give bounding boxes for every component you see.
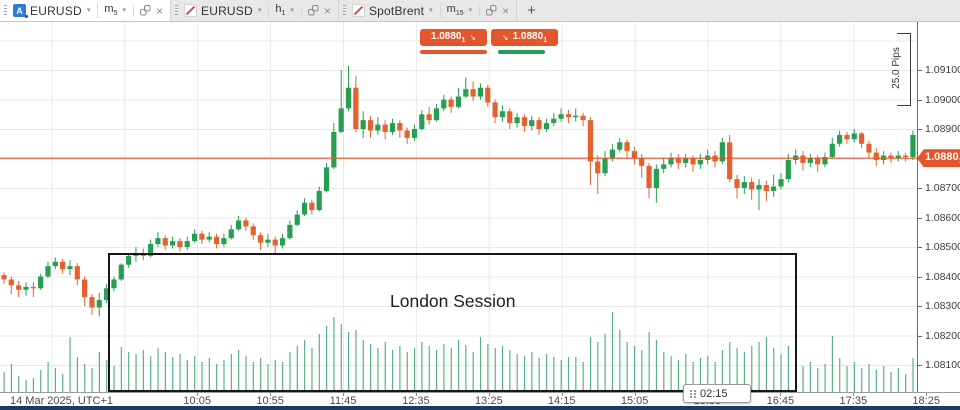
price-axis-tick	[918, 276, 922, 278]
time-axis-label: 15:05	[620, 395, 649, 407]
bottom-panel-edge	[0, 406, 960, 410]
symbol-dropdown-caret-icon[interactable]: ▾	[86, 7, 91, 14]
timeframe-dropdown-caret-icon[interactable]: ▾	[468, 7, 473, 14]
chart-tab-spotbrent[interactable]: SpotBrent ▾ m15 ▾ ×	[338, 0, 518, 21]
current-price-tag: 1.08801	[917, 149, 960, 168]
price-axis-label: 1.09100	[925, 64, 960, 76]
time-axis-label: 13:25	[475, 395, 503, 407]
sell-underline	[420, 50, 487, 54]
price-axis-tick	[918, 217, 922, 219]
time-axis-tick	[634, 393, 636, 396]
price-axis-label: 1.08700	[925, 182, 960, 194]
price-axis-label: 1.09000	[925, 93, 960, 106]
time-axis-tick	[488, 393, 490, 396]
time-axis-tick	[270, 393, 272, 396]
pips-range-bracket	[897, 33, 911, 106]
date-utc-label: 14 Mar 2025, UTC+1	[10, 395, 114, 407]
link-chart-icon[interactable]	[139, 5, 151, 16]
sell-button[interactable]: 1.08801 ↘	[420, 29, 487, 46]
symbol-dropdown-caret-icon[interactable]: ▾	[429, 7, 433, 14]
close-tab-icon[interactable]: ×	[155, 3, 163, 18]
time-axis-label: 10:55	[256, 395, 284, 407]
time-axis-tick	[926, 393, 928, 396]
time-axis-tick	[343, 393, 344, 396]
price-axis-tick	[918, 306, 922, 307]
close-tab-icon[interactable]: ×	[502, 3, 510, 18]
buy-underline	[498, 50, 545, 54]
buy-button[interactable]: ↘ 1.08801	[491, 29, 558, 46]
symbol-logo-icon: A	[13, 4, 28, 18]
price-axis-label: 1.08600	[925, 211, 960, 224]
quick-trade-widget: 1.08801 ↘ ↘ 1.08801	[420, 29, 558, 54]
price-axis-tick	[918, 365, 922, 366]
chart-tab-eurusd[interactable]: EURUSD ▾ h1 ▾ ×	[171, 0, 339, 21]
countdown-tooltip: 02:15	[683, 384, 751, 403]
countdown-time: 02:15	[700, 387, 728, 400]
price-axis-label: 1.08100	[925, 359, 960, 371]
trendline-icon	[351, 4, 365, 17]
london-session-label: London Session	[390, 291, 516, 311]
price-axis-label: 1.08900	[925, 123, 960, 135]
price-axis-tick	[918, 129, 922, 130]
price-axis-tick	[918, 70, 922, 71]
tab-symbol-label: EURUSD	[30, 3, 82, 18]
price-axis-label: 1.08500	[925, 241, 960, 253]
tab-symbol-label: SpotBrent	[368, 3, 425, 18]
sell-direction-arrow-icon: ↘	[469, 33, 477, 42]
price-axis-tick	[918, 247, 922, 248]
london-session-box[interactable]	[108, 253, 797, 392]
tab-tools: ×	[132, 3, 163, 18]
price-axis-label: 1.08300	[925, 300, 960, 312]
tab-tools: ×	[479, 3, 510, 18]
price-axis-tick	[918, 335, 922, 337]
time-axis-tick	[561, 393, 563, 396]
time-axis-tick	[780, 393, 782, 396]
time-axis-label: 18:25	[912, 395, 940, 407]
buy-direction-arrow-icon: ↘	[501, 33, 509, 42]
link-chart-icon[interactable]	[307, 5, 319, 16]
trendline-icon	[184, 4, 197, 17]
price-axis-tick	[918, 188, 922, 189]
timeframe-label: h1	[268, 3, 285, 18]
chart-area[interactable]: London Session 1.08801 ↘ ↘ 1.08801 25.0 …	[0, 22, 917, 392]
drag-handle-icon	[690, 389, 696, 398]
time-axis-label: 10:05	[183, 395, 211, 407]
symbol-dropdown-caret-icon[interactable]: ▾	[257, 7, 262, 14]
candlestick-chart[interactable]	[0, 22, 917, 392]
price-axis-tick	[918, 99, 922, 101]
link-chart-icon[interactable]	[486, 5, 497, 16]
chart-tabbar: A EURUSD ▾ m5 ▾ × EURUSD ▾ h1 ▾ × SpotBrent ▾ m15 ▾ × +	[0, 0, 960, 22]
timeframe-dropdown-caret-icon[interactable]: ▾	[290, 7, 294, 14]
tab-drag-handle-icon[interactable]	[342, 4, 346, 17]
price-axis-label: 1.08200	[925, 329, 960, 342]
time-axis-tick	[415, 393, 417, 396]
timeframe-label: m5	[97, 3, 117, 18]
time-axis[interactable]: 14 Mar 2025, UTC+1 10:05 10:55 11:45 12:35 1…	[0, 392, 960, 407]
time-axis-tick	[197, 393, 199, 396]
tab-drag-handle-icon[interactable]	[175, 4, 178, 17]
tab-tools: ×	[300, 3, 331, 18]
add-chart-tab-button[interactable]: +	[527, 2, 536, 19]
pips-range-label: 25.0 Pips	[891, 47, 902, 89]
timeframe-dropdown-caret-icon[interactable]: ▾	[122, 7, 126, 14]
time-axis-tick	[853, 393, 855, 396]
time-axis-label: 12:35	[402, 395, 430, 407]
time-axis-label: 17:35	[839, 395, 868, 407]
chart-tabs: A EURUSD ▾ m5 ▾ × EURUSD ▾ h1 ▾ × SpotBrent ▾ m15 ▾ ×	[0, 0, 518, 21]
price-axis[interactable]: 1.08801 1.09100 1.09000 1.08900 1.08700 1.08…	[917, 22, 960, 392]
timeframe-label: m15	[439, 3, 464, 18]
tab-symbol-label: EURUSD	[201, 3, 253, 18]
time-axis-label: 16:45	[766, 395, 795, 407]
time-axis-label: 11:45	[329, 395, 357, 407]
chart-tab-eurusd[interactable]: A EURUSD ▾ m5 ▾ ×	[0, 0, 171, 21]
tab-drag-handle-icon[interactable]	[4, 4, 7, 17]
time-axis-label: 14:15	[547, 395, 576, 407]
price-axis-label: 1.08400	[925, 270, 960, 283]
close-tab-icon[interactable]: ×	[323, 3, 331, 18]
